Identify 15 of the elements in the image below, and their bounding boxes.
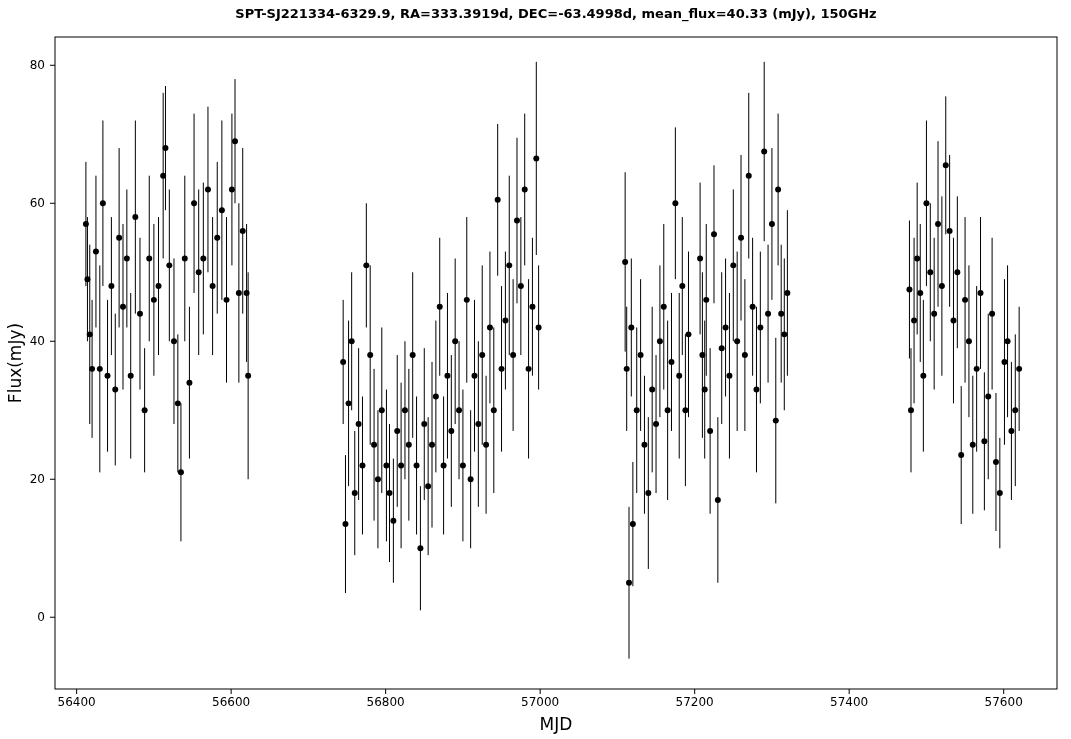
- x-tick-label: 57200: [675, 695, 714, 709]
- x-tick-label: 56400: [57, 695, 96, 709]
- x-tick-label: 57600: [984, 695, 1023, 709]
- y-tick-label: 60: [29, 196, 45, 211]
- y-axis-title: Flux(mJy): [5, 322, 25, 404]
- x-tick-label: 56600: [212, 695, 251, 709]
- y-tick-label: 80: [29, 58, 45, 73]
- y-tick-label: 20: [29, 472, 45, 487]
- y-tick-label: 0: [37, 610, 45, 625]
- x-axis-title: MJD: [539, 714, 573, 734]
- chart-title: SPT-SJ221334-6329.9, RA=333.3919d, DEC=-63.4998d, mean_flux=40.33 (mJy), 150GHz: [235, 6, 877, 22]
- y-tick-label: 40: [29, 334, 45, 349]
- x-tick-label: 57400: [830, 695, 869, 709]
- x-tick-label: 57000: [521, 695, 560, 709]
- x-tick-label: 56800: [366, 695, 405, 709]
